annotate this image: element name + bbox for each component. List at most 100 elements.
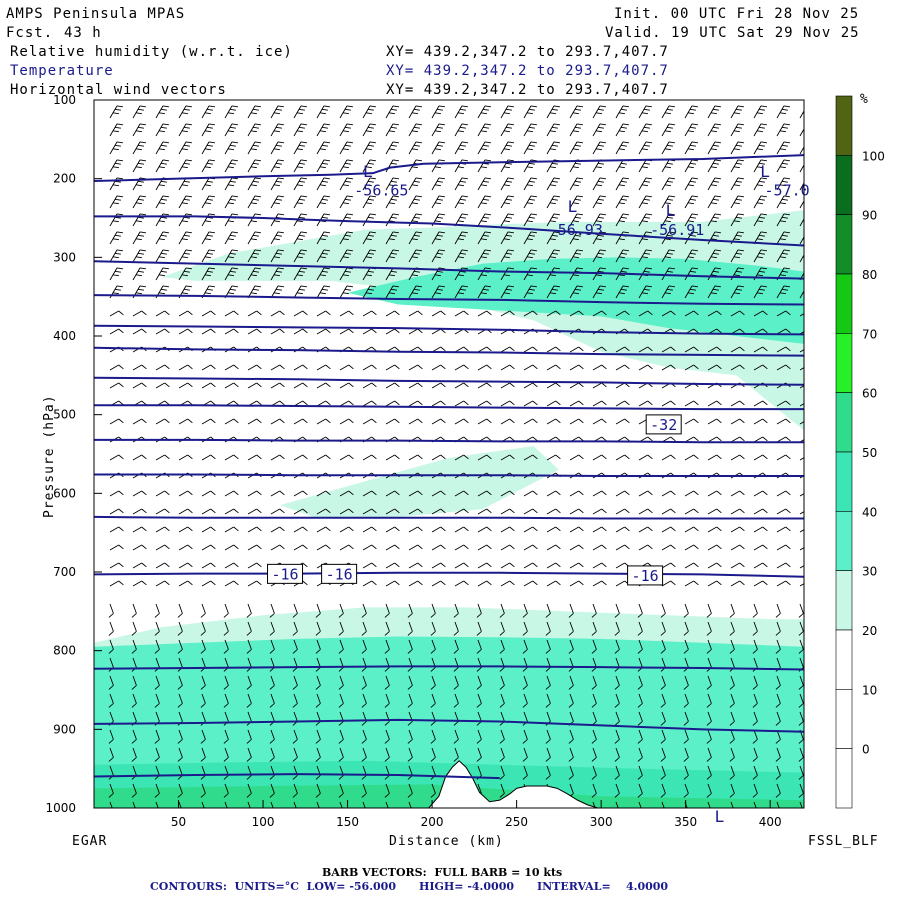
wind-barb [592,213,606,227]
wind-barb [684,508,699,515]
wind-barb [385,418,400,425]
wind-barb [638,159,652,173]
wind-barb [224,526,239,533]
wind-barb [109,526,124,533]
wind-barb [569,580,584,587]
wind-barb [454,123,468,137]
wind-barb [201,177,215,191]
wind-barb [453,603,459,618]
colorbar-tick-label: 10 [862,683,877,697]
wind-barb [614,783,620,798]
terrain-profile [428,760,804,808]
wind-barb [799,313,804,317]
wind-barb [615,801,619,808]
wind-barb [546,285,560,299]
wind-barb [246,747,252,762]
wind-barb [592,159,606,173]
wind-barb [661,508,676,515]
wind-barb [661,801,665,808]
wind-barb [270,195,284,209]
wind-barb [408,454,423,461]
wind-barb [362,105,376,119]
wind-barb [500,544,515,551]
wind-barb [477,159,491,173]
wind-barb [730,436,745,443]
wind-barb [430,783,436,798]
wind-barb [223,621,229,636]
wind-barb [729,621,735,636]
wind-barb [730,177,744,191]
wind-barb [224,580,239,587]
wind-barb [201,328,216,335]
wind-barb [132,123,146,137]
wind-barb [454,105,468,119]
wind-barb [683,639,689,654]
wind-barb [523,364,538,371]
wind-barb [223,675,229,690]
wind-barb [569,418,584,425]
wind-barb [776,400,791,407]
wind-barb [753,231,767,245]
wind-barb [154,603,160,618]
wind-barb [454,418,469,425]
wind-barb [247,267,261,281]
wind-barb [131,621,137,636]
wind-barb [339,105,353,119]
wind-barb [385,231,399,245]
wind-barb [315,657,321,672]
wind-barb [684,526,699,533]
wind-barb [592,526,607,533]
wind-barb [592,285,606,299]
wind-barb [339,285,353,299]
wind-barb [752,747,758,762]
wind-barb [178,267,192,281]
wind-barb [707,436,722,443]
wind-barb [546,267,560,281]
wind-barb [108,639,114,654]
wind-barb [684,249,698,263]
wind-barb [500,231,514,245]
wind-barb [201,213,215,227]
wind-barb [224,213,238,227]
wind-barb [108,729,114,744]
wind-barb [522,675,528,690]
wind-barb [706,621,712,636]
y-tick-label: 900 [53,722,76,736]
wind-barb [408,580,423,587]
wind-barb [384,621,390,636]
wind-barb [269,675,275,690]
wind-barb [614,711,620,726]
wind-barb [109,177,123,191]
wind-barb [292,675,298,690]
wind-barb [706,729,712,744]
wind-barb [178,249,192,263]
wind-barb [154,783,160,798]
wind-barb [155,418,170,425]
wind-barb [131,747,137,762]
wind-barb [523,105,537,119]
wind-barb [109,195,123,209]
wind-barb [661,249,675,263]
wind-barb [706,603,712,618]
wind-barb [799,164,804,173]
wind-barb [776,418,791,425]
wind-barb [224,105,238,119]
wind-barb [684,400,699,407]
wind-barb [637,747,643,762]
wind-barb [523,213,537,227]
wind-barb [500,580,515,587]
wind-barb [431,177,445,191]
wind-barb [362,418,377,425]
wind-barb [500,141,514,155]
low-marker: L [715,807,725,826]
wind-barb [776,213,790,227]
wind-barb [798,711,804,726]
wind-barb [776,123,790,137]
wind-barb [453,621,459,636]
wind-barb [522,621,528,636]
wind-barb [292,639,298,654]
wind-barb [477,123,491,137]
wind-barb [224,418,239,425]
wind-barb [362,526,377,533]
wind-barb [568,657,574,672]
